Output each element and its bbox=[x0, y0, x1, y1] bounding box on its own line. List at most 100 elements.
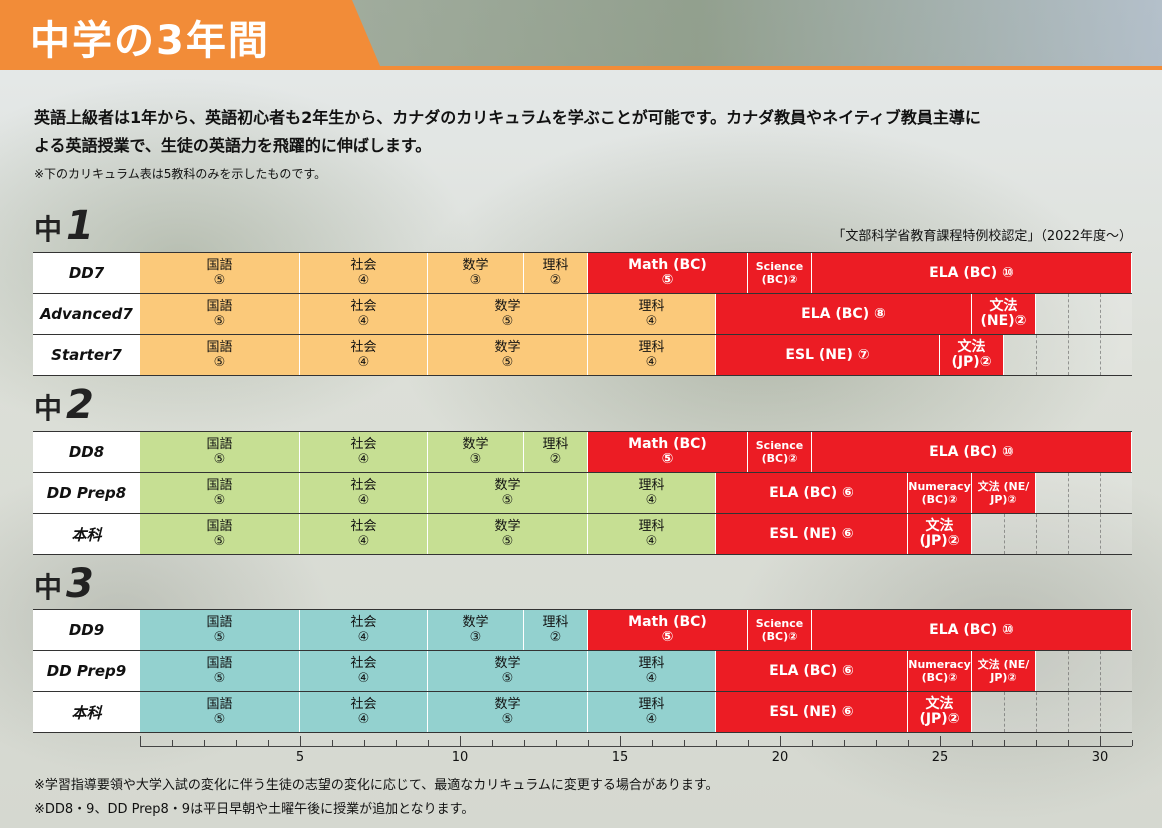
subject-cell: 数学 ⑤ bbox=[428, 335, 588, 375]
grade-heading-number: 2 bbox=[66, 382, 94, 428]
subject-cell: Numeracy (BC)② bbox=[908, 651, 972, 691]
subject-hours: ⑤ bbox=[213, 452, 226, 467]
axis-tick bbox=[492, 740, 493, 746]
axis-tick bbox=[236, 740, 237, 746]
subject-hours: (JP)② bbox=[951, 354, 992, 370]
subject-hours: ④ bbox=[357, 493, 370, 508]
subject-hours: ③ bbox=[469, 452, 482, 467]
axis-tick bbox=[1004, 740, 1005, 746]
subject-hours: ④ bbox=[357, 534, 370, 549]
subject-hours: ④ bbox=[357, 314, 370, 329]
subject-hours: (BC)② bbox=[761, 273, 798, 286]
subject-cell: 国語 ⑤ bbox=[140, 651, 300, 691]
course-name: DD7 bbox=[33, 253, 140, 293]
subject-hours: ⑤ bbox=[213, 534, 226, 549]
subject-name: 文法 bbox=[989, 298, 1018, 314]
curriculum-table: DD9 国語 ⑤ 社会 ④ 数学 ③ 理科 ② Math (BC) ⑤ Science (BC)② ELA… bbox=[33, 609, 1132, 733]
subject-cell: Science (BC)② bbox=[748, 432, 812, 472]
course-name: DD8 bbox=[33, 432, 140, 472]
subject-hours: ④ bbox=[645, 534, 658, 549]
subject-name: Math (BC) bbox=[628, 614, 707, 630]
course-name: DD9 bbox=[33, 610, 140, 650]
intro-note: ※下のカリキュラム表は5教科のみを示したものです。 bbox=[34, 167, 327, 181]
course-name: Starter7 bbox=[33, 335, 140, 375]
subject-name: 数学 bbox=[494, 340, 521, 355]
subject-hours: (JP)② bbox=[919, 533, 960, 549]
course-timeline: 国語 ⑤ 社会 ④ 数学 ⑤ 理科 ④ ELA (BC) ⑧ 文法 (NE)② bbox=[140, 294, 1132, 334]
subject-name: 社会 bbox=[350, 299, 377, 314]
subject-name: ELA (BC) ⑩ bbox=[929, 621, 1014, 638]
curriculum-table: DD8 国語 ⑤ 社会 ④ 数学 ③ 理科 ② Math (BC) ⑤ Science (BC)② ELA… bbox=[33, 431, 1132, 555]
subject-cell: Math (BC) ⑤ bbox=[588, 610, 748, 650]
subject-name: 国語 bbox=[206, 656, 233, 671]
subject-name: 理科 bbox=[542, 437, 569, 452]
subject-hours: ④ bbox=[645, 314, 658, 329]
subject-hours: ③ bbox=[469, 273, 482, 288]
axis-tick bbox=[204, 740, 205, 746]
empty-slot-divider bbox=[1036, 335, 1037, 375]
subject-name: Science bbox=[755, 617, 804, 630]
subject-name: 数学 bbox=[494, 299, 521, 314]
empty-slot-divider bbox=[1068, 692, 1069, 732]
empty-slot-divider bbox=[1068, 514, 1069, 554]
subject-cell: Science (BC)② bbox=[748, 253, 812, 293]
subject-hours: ⑤ bbox=[501, 671, 514, 686]
subject-cell: 国語 ⑤ bbox=[140, 432, 300, 472]
subject-cell: 社会 ④ bbox=[300, 610, 428, 650]
axis-tick bbox=[780, 736, 781, 746]
subject-cell: 数学 ⑤ bbox=[428, 473, 588, 513]
subject-cell: 文法 (JP)② bbox=[940, 335, 1004, 375]
table-row: Starter7 国語 ⑤ 社会 ④ 数学 ⑤ 理科 ④ ESL (NE) ⑦ 文法 (JP)② bbox=[33, 335, 1132, 375]
table-row: DD8 国語 ⑤ 社会 ④ 数学 ③ 理科 ② Math (BC) ⑤ Science (BC)② ELA… bbox=[33, 432, 1132, 473]
subject-name: 社会 bbox=[350, 697, 377, 712]
subject-hours: ⑤ bbox=[213, 671, 226, 686]
subject-hours: (JP)② bbox=[919, 711, 960, 727]
empty-slot-divider bbox=[1068, 473, 1069, 513]
subject-cell: 社会 ④ bbox=[300, 651, 428, 691]
empty-slot-divider bbox=[1036, 514, 1037, 554]
subject-name: 数学 bbox=[494, 478, 521, 493]
axis-tick bbox=[428, 740, 429, 746]
subject-cell: 社会 ④ bbox=[300, 432, 428, 472]
subject-name: 数学 bbox=[494, 697, 521, 712]
subject-hours: ④ bbox=[357, 712, 370, 727]
subject-cell: 社会 ④ bbox=[300, 473, 428, 513]
axis-tick bbox=[396, 740, 397, 746]
subject-hours: (NE)② bbox=[980, 313, 1027, 329]
subject-cell: 文法 (NE/JP)② bbox=[972, 473, 1036, 513]
subject-name: 文法 bbox=[957, 339, 986, 355]
subject-cell: ESL (NE) ⑥ bbox=[716, 692, 908, 732]
subject-cell: 社会 ④ bbox=[300, 692, 428, 732]
subject-cell: 理科 ④ bbox=[588, 692, 716, 732]
subject-cell: 文法 (JP)② bbox=[908, 514, 972, 554]
axis-tick bbox=[812, 740, 813, 746]
axis-tick-label: 30 bbox=[1091, 750, 1109, 765]
subject-cell: 国語 ⑤ bbox=[140, 610, 300, 650]
subject-name: 社会 bbox=[350, 340, 377, 355]
subject-cell: 理科 ② bbox=[524, 610, 588, 650]
empty-slot-divider bbox=[1100, 473, 1101, 513]
page-title: 中学の3年間 bbox=[30, 18, 270, 64]
subject-name: 国語 bbox=[206, 615, 233, 630]
subject-cell: 国語 ⑤ bbox=[140, 514, 300, 554]
course-timeline: 国語 ⑤ 社会 ④ 数学 ⑤ 理科 ④ ELA (BC) ⑥ Numeracy (BC)② 文法 (N… bbox=[140, 473, 1132, 513]
subject-cell: ESL (NE) ⑦ bbox=[716, 335, 940, 375]
empty-slot-divider bbox=[1036, 692, 1037, 732]
subject-name: 国語 bbox=[206, 437, 233, 452]
subject-hours: ④ bbox=[357, 630, 370, 645]
subject-cell: ELA (BC) ⑩ bbox=[812, 610, 1132, 650]
subject-name: 国語 bbox=[206, 697, 233, 712]
subject-hours: ④ bbox=[645, 671, 658, 686]
empty-slot-divider bbox=[1004, 692, 1005, 732]
axis-tick bbox=[972, 740, 973, 746]
axis-tick bbox=[940, 736, 941, 746]
subject-hours: ⑤ bbox=[213, 493, 226, 508]
subject-hours: ⑤ bbox=[501, 493, 514, 508]
intro-line-2: よる英語授業で、生徒の英語力を飛躍的に伸ばします。 bbox=[34, 136, 432, 155]
subject-name: 国語 bbox=[206, 519, 233, 534]
accreditation-note: 「文部科学省教育課程特例校認定」（2022年度〜） bbox=[832, 229, 1132, 244]
subject-cell: 数学 ⑤ bbox=[428, 294, 588, 334]
empty-slot-divider bbox=[1068, 294, 1069, 334]
course-timeline: 国語 ⑤ 社会 ④ 数学 ③ 理科 ② Math (BC) ⑤ Science (BC)② ELA (B… bbox=[140, 610, 1132, 650]
